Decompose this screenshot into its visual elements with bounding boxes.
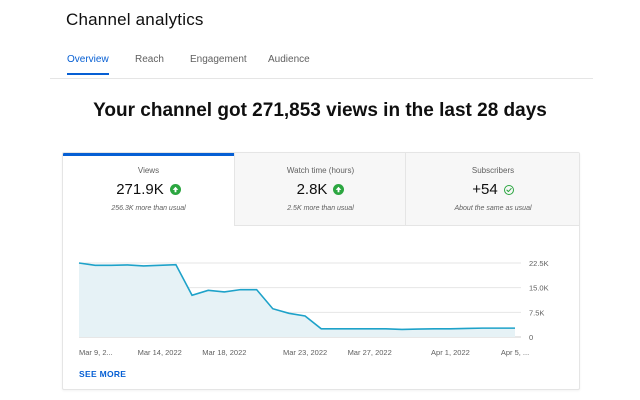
x-tick-label: Mar 27, 2022 bbox=[348, 348, 392, 357]
y-tick-label: 22.5K bbox=[529, 259, 549, 268]
metric-note: 2.5K more than usual bbox=[287, 205, 354, 212]
tab-reach[interactable]: Reach bbox=[135, 54, 164, 65]
metric-value: 271.9K bbox=[116, 181, 164, 198]
metric-label: Subscribers bbox=[471, 166, 515, 175]
views-area bbox=[79, 263, 515, 337]
y-tick-label: 7.5K bbox=[529, 308, 544, 317]
views-line bbox=[78, 262, 515, 331]
metric-value: 2.8K bbox=[296, 181, 328, 198]
arrow-up-icon bbox=[333, 184, 345, 195]
x-tick-label: Apr 5, ... bbox=[501, 348, 529, 357]
summary-headline: Your channel got 271,853 views in the la… bbox=[93, 100, 547, 121]
metric-tab-watch-time[interactable]: Watch time (hours) 2.8K 2.5K more than u… bbox=[234, 153, 406, 226]
x-tick-label: Mar 9, 2... bbox=[79, 348, 113, 357]
tab-overview[interactable]: Overview bbox=[67, 54, 109, 75]
tab-engagement[interactable]: Engagement bbox=[190, 54, 247, 65]
metric-value: +54 bbox=[472, 181, 498, 198]
analytics-tabs: Overview Reach Engagement Audience bbox=[50, 46, 593, 79]
y-tick-label: 0 bbox=[529, 333, 533, 342]
views-chart: 0 7.5K 15.0K 22.5K Mar 9, 2... Mar 14, 2022 Ma… bbox=[63, 225, 579, 365]
metric-tab-subscribers[interactable]: Subscribers +54 About the same as usual bbox=[405, 153, 579, 226]
metric-label: Views bbox=[137, 166, 160, 175]
metric-label: Watch time (hours) bbox=[286, 166, 355, 175]
x-tick-label: Mar 18, 2022 bbox=[202, 348, 246, 357]
tab-audience[interactable]: Audience bbox=[268, 54, 310, 65]
metrics-card: Views 271.9K 256.3K more than usual Watc… bbox=[62, 152, 580, 390]
check-circle-icon bbox=[503, 184, 514, 195]
x-tick-label: Apr 1, 2022 bbox=[431, 348, 470, 357]
page-title: Channel analytics bbox=[66, 10, 204, 29]
metric-tab-views[interactable]: Views 271.9K 256.3K more than usual bbox=[63, 153, 234, 226]
y-tick-label: 15.0K bbox=[529, 284, 549, 293]
metric-note: About the same as usual bbox=[454, 205, 532, 212]
chart-svg: 0 7.5K 15.0K 22.5K Mar 9, 2... Mar 14, 2022 Ma… bbox=[78, 259, 549, 357]
see-more-link[interactable]: SEE MORE bbox=[79, 369, 127, 379]
x-tick-label: Mar 14, 2022 bbox=[138, 348, 182, 357]
x-tick-label: Mar 23, 2022 bbox=[283, 348, 327, 357]
arrow-up-icon bbox=[169, 184, 181, 195]
metric-note: 256.3K more than usual bbox=[111, 205, 186, 212]
